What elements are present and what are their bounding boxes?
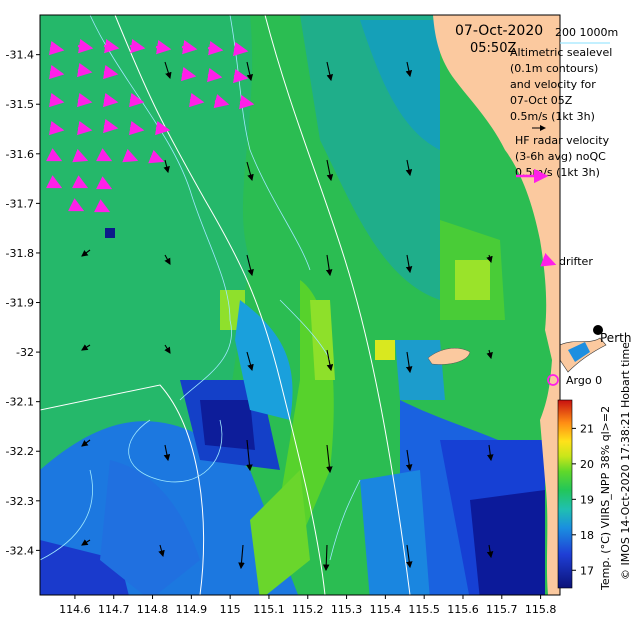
altimetry-line-1: Altimetric sealevel — [510, 46, 612, 59]
colorbar-ticks: 17 18 19 20 21 — [572, 422, 594, 577]
credit-label: © IMOS 14-Oct-2020 17:38:21 Hobart time — [619, 342, 632, 580]
y-tick-label: -31.5 — [6, 98, 34, 111]
y-tick-label: -31.4 — [6, 49, 34, 62]
altimetry-line-2: (0.1m contours) — [510, 62, 598, 75]
x-tick-label: 115.5 — [408, 603, 440, 616]
y-tick-label: -32 — [16, 346, 34, 359]
isobath-legend: 200 1000m — [555, 26, 618, 39]
radar-line-1: HF radar velocity — [515, 134, 610, 147]
x-tick-label: 114.8 — [137, 603, 169, 616]
x-tick-label: 115.6 — [447, 603, 479, 616]
radar-legend: HF radar velocity (3-6h avg) noQC 0.5m/s… — [515, 134, 610, 179]
colorbar-tick-label: 20 — [580, 458, 594, 471]
x-tick-label: 115.3 — [331, 603, 363, 616]
x-tick-label: 114.9 — [176, 603, 208, 616]
x-axis: 114.6 114.7 114.8 114.9 115 115.1 115.2 115.3 11… — [59, 595, 556, 616]
colorbar — [558, 400, 572, 588]
radar-line-2: (3-6h avg) noQC — [515, 150, 606, 163]
altimetry-line-5: 0.5m/s (1kt 3h) — [510, 110, 595, 123]
colorbar-tick-label: 21 — [580, 422, 594, 435]
y-tick-label: -32.2 — [6, 445, 34, 458]
colorbar-label: Temp. (°C) VIIRS_NPP 38% ql>=2 — [599, 406, 612, 591]
date-label: 07-Oct-2020 — [455, 23, 543, 39]
y-tick-label: -31.8 — [6, 247, 34, 260]
y-tick-label: -31.7 — [6, 197, 34, 210]
y-tick-label: -32.1 — [6, 396, 34, 409]
colorbar-tick-label: 18 — [580, 529, 594, 542]
y-tick-label: -31.6 — [6, 148, 34, 161]
y-tick-label: -31.9 — [6, 297, 34, 310]
x-tick-label: 114.6 — [59, 603, 91, 616]
y-axis: -31.4 -31.5 -31.6 -31.7 -31.8 -31.9 -32 -32.1 -3… — [6, 49, 40, 558]
drifter-label: drifter — [559, 255, 593, 268]
argo-label: Argo 0 — [566, 374, 602, 387]
colorbar-tick-label: 17 — [580, 564, 594, 577]
altimetry-line-4: 07-Oct 05Z — [510, 94, 573, 107]
x-tick-label: 115.1 — [253, 603, 285, 616]
altimetry-legend: Altimetric sealevel (0.1m contours) and … — [510, 46, 612, 128]
y-tick-label: -32.3 — [6, 495, 34, 508]
x-tick-label: 115.7 — [486, 603, 518, 616]
x-tick-label: 115.4 — [370, 603, 402, 616]
x-tick-label: 115.2 — [292, 603, 324, 616]
x-tick-label: 114.7 — [98, 603, 130, 616]
colorbar-tick-label: 19 — [580, 493, 594, 506]
x-tick-label: 115 — [220, 603, 241, 616]
sst-map: -31.4 -31.5 -31.6 -31.7 -31.8 -31.9 -32 -32.1 -3… — [0, 0, 640, 630]
x-tick-label: 115.8 — [525, 603, 557, 616]
y-tick-label: -32.4 — [6, 544, 34, 557]
altimetry-line-3: and velocity for — [510, 78, 596, 91]
